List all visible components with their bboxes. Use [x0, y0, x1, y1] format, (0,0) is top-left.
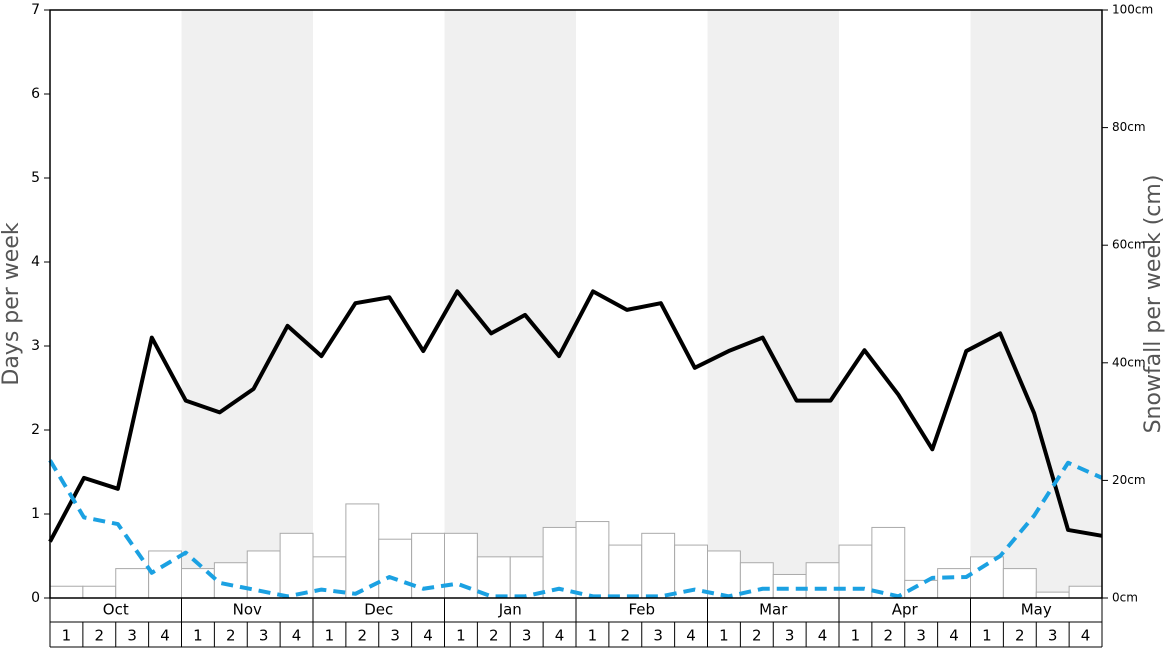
month-band [181, 10, 313, 598]
week-label: 2 [884, 627, 894, 645]
month-label: Apr [892, 601, 919, 619]
bar [82, 585, 117, 599]
week-label: 3 [916, 627, 926, 645]
week-label: 4 [949, 627, 959, 645]
week-label: 4 [1081, 627, 1091, 645]
y-tick-label: 7 [31, 2, 40, 18]
y-tick-label: 3 [31, 338, 40, 354]
y2-axis-title: Snowfall per week (cm) [1141, 175, 1166, 434]
bar [279, 532, 314, 599]
week-label: 1 [456, 627, 466, 645]
week-label: 4 [818, 627, 828, 645]
y-tick-label: 6 [31, 86, 40, 102]
month-band [970, 10, 1102, 598]
bar [444, 532, 478, 599]
bar [641, 532, 676, 599]
week-label: 3 [259, 627, 269, 645]
month-label: Mar [759, 601, 788, 619]
bar [115, 568, 150, 599]
y-tick-label: 2 [31, 422, 40, 438]
y2-tick-label: 40cm [1112, 355, 1146, 369]
y-axis-title: Days per week [0, 222, 24, 385]
week-label: 3 [522, 627, 532, 645]
bar [148, 550, 182, 599]
week-label: 2 [226, 627, 236, 645]
line [48, 289, 1103, 543]
y2-tick-label: 80cm [1112, 120, 1146, 134]
week-label: 2 [358, 627, 368, 645]
month-label: Oct [103, 601, 129, 619]
bar [1068, 585, 1103, 599]
bar [871, 526, 906, 599]
week-label: 3 [390, 627, 400, 645]
bar [937, 568, 971, 599]
month-label: May [1021, 601, 1052, 619]
month-label: Dec [364, 601, 393, 619]
y2-tick-label: 60cm [1112, 238, 1146, 252]
bar [772, 573, 807, 599]
bar [213, 562, 248, 599]
month-label: Jan [498, 601, 522, 619]
line [48, 459, 1103, 599]
week-label: 4 [160, 627, 170, 645]
bar [49, 585, 84, 599]
week-label: 1 [588, 627, 598, 645]
y2-tick-label: 20cm [1112, 473, 1146, 487]
week-label: 2 [1015, 627, 1025, 645]
week-label: 2 [95, 627, 105, 645]
week-label: 3 [1048, 627, 1058, 645]
y-tick-label: 0 [31, 590, 40, 606]
bar [1002, 568, 1037, 599]
week-label: 4 [292, 627, 302, 645]
y-tick-label: 5 [31, 170, 40, 186]
bar [608, 544, 643, 599]
bar [707, 550, 741, 599]
bar [1035, 591, 1070, 599]
month-band [444, 10, 576, 598]
month-label: Nov [233, 601, 262, 619]
week-label: 4 [686, 627, 696, 645]
y-tick-label: 1 [31, 506, 40, 522]
week-label: 3 [785, 627, 795, 645]
week-label: 4 [555, 627, 565, 645]
week-label: 2 [621, 627, 631, 645]
week-label: 3 [127, 627, 137, 645]
week-label: 1 [325, 627, 335, 645]
bar [509, 556, 544, 599]
y2-tick-label: 0cm [1112, 591, 1138, 605]
bar [575, 521, 610, 599]
bar [805, 562, 840, 599]
month-band [707, 10, 839, 598]
week-label: 1 [851, 627, 861, 645]
y2-tick-label: 100cm [1112, 3, 1153, 17]
week-label: 3 [653, 627, 663, 645]
month-label: Feb [628, 601, 655, 619]
week-label: 2 [752, 627, 762, 645]
week-label: 1 [982, 627, 992, 645]
y-tick-label: 4 [31, 254, 40, 270]
bar [378, 538, 413, 599]
week-label: 2 [489, 627, 499, 645]
week-label: 4 [423, 627, 433, 645]
week-label: 1 [719, 627, 729, 645]
bar [542, 526, 577, 599]
week-label: 1 [62, 627, 72, 645]
week-label: 1 [193, 627, 203, 645]
